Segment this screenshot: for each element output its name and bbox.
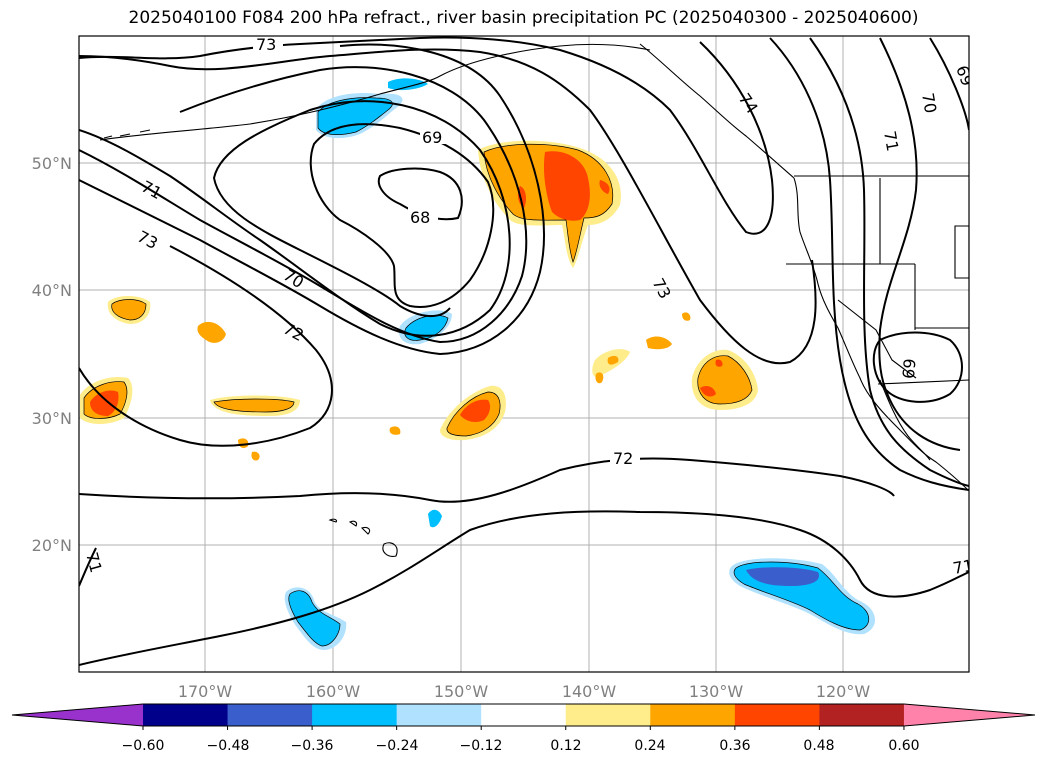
colorbar-tick-label: 0.48 <box>803 738 834 754</box>
colorbar-box <box>481 704 567 726</box>
contour-label-70-east: 70 <box>918 91 940 114</box>
contour-label-73-top: 73 <box>256 35 276 54</box>
plot-area <box>79 36 969 672</box>
contour-label-72-south: 72 <box>613 449 633 468</box>
lon-label-120w: 120°W <box>816 682 871 701</box>
colorbar-tick-label: 0.12 <box>550 738 581 754</box>
lon-label-130w: 130°W <box>689 682 744 701</box>
colorbar-extend-max <box>903 704 1035 726</box>
lat-label-30n: 30°N <box>32 409 72 428</box>
lon-axis: 170°W 160°W 150°W 140°W 130°W 120°W <box>178 682 871 701</box>
contour-label-71-se: 71 <box>951 556 974 578</box>
shade-cal-red <box>700 359 723 397</box>
shade-mid-blue2 <box>404 315 448 341</box>
shade-gulf-red-small <box>517 180 610 208</box>
shade-central-red <box>460 399 491 423</box>
colorbar-box <box>650 704 736 726</box>
colorbar-box <box>312 704 398 726</box>
lon-label-150w: 150°W <box>434 682 489 701</box>
shade-small-1b <box>111 299 146 320</box>
contour-lines <box>79 36 969 666</box>
colorbar-tick-label: −0.60 <box>122 738 165 754</box>
colorbar-tick-label: 0.36 <box>719 738 750 754</box>
shade-small-2 <box>197 321 226 343</box>
lat-label-20n: 20°N <box>32 536 72 555</box>
colorbar-box <box>819 704 905 726</box>
colorbar-box <box>734 704 820 726</box>
shade-aleut-top <box>388 78 428 91</box>
colorbar-tick-label: 0.24 <box>634 738 665 754</box>
colorbar-box <box>143 704 229 726</box>
colorbar-box <box>227 704 313 726</box>
shade-outlines <box>83 97 870 647</box>
colorbar-tick-label: −0.36 <box>291 738 334 754</box>
shade-se-blue3 <box>746 567 819 586</box>
lon-label-140w: 140°W <box>562 682 617 701</box>
lat-label-40n: 40°N <box>32 281 72 300</box>
lat-axis: 50°N 40°N 30°N 20°N <box>32 154 72 555</box>
map-title: 2025040100 F084 200 hPa refract., river … <box>128 8 919 28</box>
plot-frame <box>78 35 970 673</box>
colorbar-box <box>396 704 482 726</box>
colorbar-tick-label: −0.24 <box>376 738 419 754</box>
contour-label-69-se: 69 <box>898 358 919 380</box>
colorbar-extend-min <box>12 704 143 726</box>
lon-label-170w: 170°W <box>178 682 233 701</box>
shade-aleut-blue2 <box>318 97 393 135</box>
lat-label-50n: 50°N <box>32 154 72 173</box>
contour-label-68: 68 <box>410 208 430 227</box>
colorbar-box <box>565 704 651 726</box>
shade-gulf-red <box>543 151 590 221</box>
shade-haw-blue <box>428 509 442 528</box>
colorbar-tick-label: −0.12 <box>460 738 503 754</box>
shade-small-6 <box>646 336 672 350</box>
colorbar-ticks: −0.60 −0.48 −0.36 −0.24 −0.12 0.12 0.24 … <box>122 738 920 754</box>
shade-small-3b <box>214 399 294 412</box>
contour-label-71-east: 71 <box>880 129 902 152</box>
shade-west-red <box>90 390 119 416</box>
lon-label-160w: 160°W <box>306 682 361 701</box>
contour-label-71-sw: 71 <box>82 550 106 575</box>
shade-sw-blue2 <box>288 590 340 646</box>
colorbar <box>11 703 1036 730</box>
contour-label-69: 69 <box>422 128 442 147</box>
colorbar-tick-label: −0.48 <box>207 738 250 754</box>
coastlines <box>99 43 969 557</box>
shade-small-5b <box>595 355 619 384</box>
colorbar-tick-label: 0.60 <box>888 738 919 754</box>
